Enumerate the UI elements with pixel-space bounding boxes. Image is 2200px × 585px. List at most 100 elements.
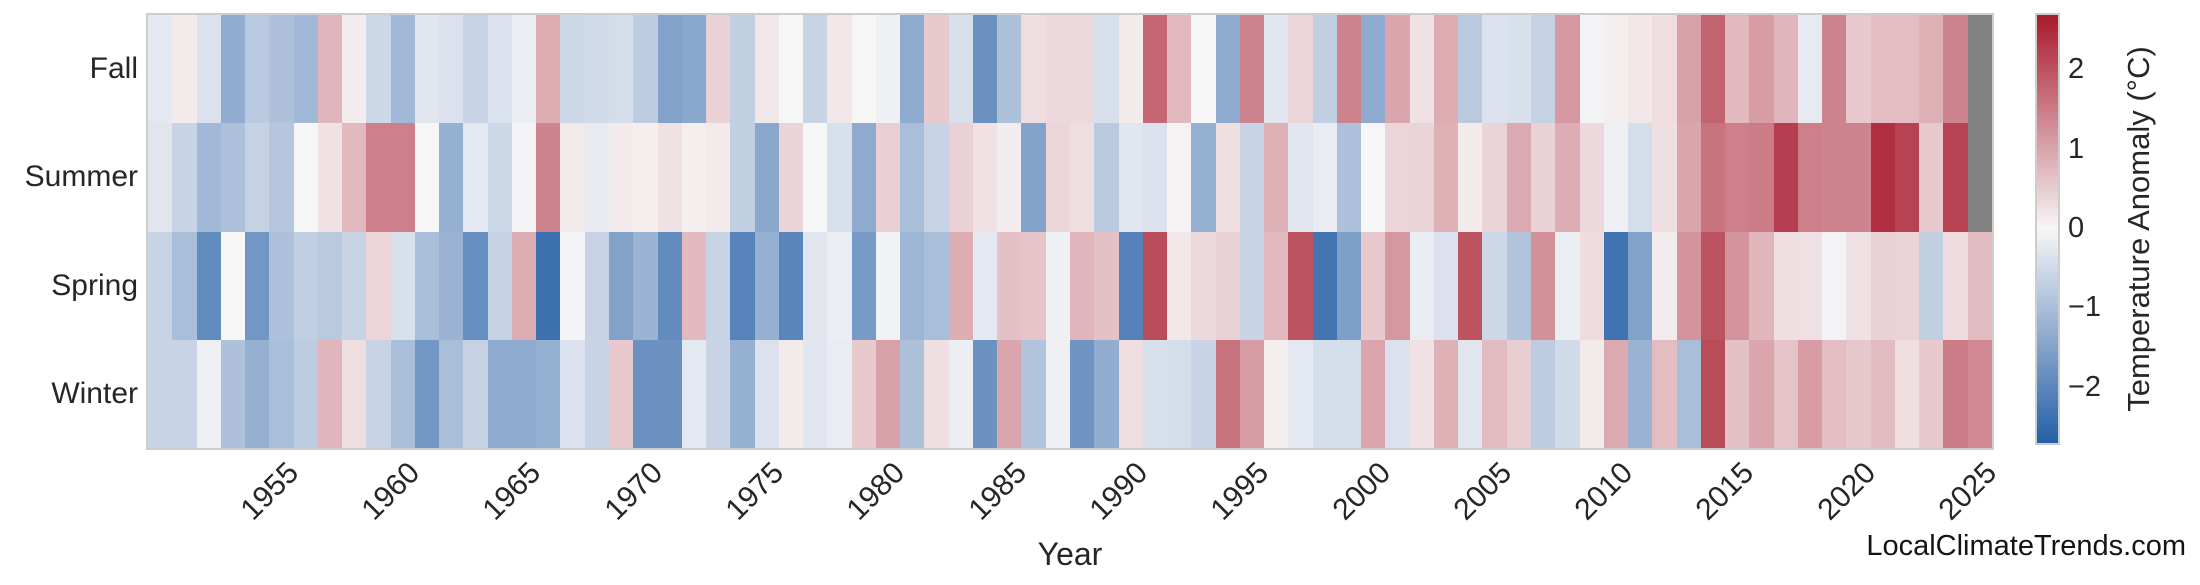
heatmap-cell: [1264, 123, 1289, 232]
heatmap-cell: [778, 123, 804, 232]
heatmap-cell: [1725, 15, 1750, 124]
heatmap-cell: [584, 15, 609, 124]
heatmap-cell: [1579, 339, 1604, 448]
heatmap-cell: [1919, 231, 1944, 340]
heatmap-cell: [220, 15, 246, 124]
heatmap-cell: [1531, 339, 1556, 448]
row-label-spring: Spring: [51, 268, 138, 302]
heatmap-cell: [706, 123, 731, 232]
heatmap-cell: [900, 339, 925, 448]
heatmap-cell: [342, 15, 367, 124]
heatmap-cell: [1773, 339, 1798, 448]
heatmap-cell: [1142, 15, 1168, 124]
heatmap-cell: [1045, 123, 1070, 232]
x-tick-text: 1960: [355, 456, 427, 527]
heatmap-cell: [657, 339, 682, 448]
heatmap-cell: [1555, 231, 1580, 340]
heatmap-cell: [900, 123, 925, 232]
x-tick-text: 2000: [1326, 456, 1397, 527]
heatmap-cell: [681, 339, 707, 448]
heatmap-cell: [560, 231, 585, 340]
heatmap-cell: [1167, 339, 1192, 448]
heatmap-cell: [1215, 15, 1240, 124]
heatmap-cell: [269, 339, 294, 448]
heatmap-cell: [948, 231, 973, 340]
heatmap-cell: [706, 339, 731, 448]
heatmap-cell: [317, 15, 343, 124]
heatmap-cell: [851, 123, 876, 232]
heatmap-cell: [390, 15, 415, 124]
x-tick-text: 1965: [476, 456, 548, 527]
heatmap-cell: [366, 339, 391, 448]
heatmap-cell: [1652, 123, 1677, 232]
heatmap-cell: [1070, 123, 1095, 232]
heatmap-cell: [1919, 123, 1944, 232]
heatmap-cell: [1021, 123, 1046, 232]
heatmap-cell: [293, 15, 318, 124]
heatmap-cell: [1846, 123, 1871, 232]
heatmap-cell: [1749, 15, 1774, 124]
heatmap-cell: [1433, 123, 1459, 232]
heatmap-cell: [754, 231, 779, 340]
heatmap-cell: [1458, 339, 1483, 448]
heatmap-cell: [997, 123, 1022, 232]
x-tick-text: 2010: [1568, 456, 1640, 527]
heatmap-cell: [439, 339, 464, 448]
x-tick-text: 2020: [1811, 456, 1882, 527]
heatmap-cell: [414, 123, 440, 232]
heatmap-cell: [1943, 231, 1968, 340]
heatmap-cell: [293, 231, 318, 340]
heatmap-cell: [1191, 339, 1216, 448]
heatmap-cell: [1822, 231, 1847, 340]
heatmap-cell: [1870, 15, 1895, 124]
heatmap-cell: [633, 339, 658, 448]
heatmap-cell: [609, 123, 634, 232]
heatmap-cell: [754, 15, 779, 124]
heatmap-cell: [1652, 231, 1677, 340]
heatmap-cell: [511, 123, 537, 232]
heatmap-cell: [1385, 123, 1410, 232]
colorbar-title: Temperature Anomaly (°C): [2121, 46, 2156, 412]
colorbar-tick-label: 0: [2068, 211, 2085, 244]
heatmap-cell: [1045, 339, 1070, 448]
heatmap-cell: [1021, 339, 1046, 448]
heatmap-cell: [1288, 123, 1313, 232]
heatmap-cell: [1482, 15, 1507, 124]
heatmap-cell: [148, 123, 173, 232]
heatmap-cell: [1846, 339, 1871, 448]
heatmap-cell: [851, 15, 876, 124]
x-tick-text: 1955: [234, 456, 305, 527]
heatmap-cell: [1070, 339, 1095, 448]
colorbar-tick-label: −1: [2068, 291, 2102, 324]
heatmap-cell: [1045, 231, 1070, 340]
heatmap-cell: [317, 231, 343, 340]
heatmap-cell: [1603, 339, 1629, 448]
heatmap-cell: [1312, 231, 1337, 340]
heatmap-cell: [439, 15, 464, 124]
heatmap-cell: [1603, 15, 1629, 124]
heatmap-cell: [1894, 123, 1920, 232]
heatmap-cell: [1433, 15, 1459, 124]
heatmap-cell: [172, 15, 197, 124]
heatmap-cell: [245, 15, 270, 124]
heatmap-cell: [439, 123, 464, 232]
heatmap-cell: [1700, 339, 1726, 448]
heatmap-cell: [778, 231, 804, 340]
heatmap-cell: [657, 123, 682, 232]
heatmap-cell: [1749, 339, 1774, 448]
heatmap-cell: [1385, 339, 1410, 448]
heatmap-cell: [827, 15, 852, 124]
heatmap-cell: [1118, 15, 1143, 124]
heatmap-cell: [1336, 339, 1362, 448]
heatmap-cell: [1118, 231, 1143, 340]
colorbar-tick-label: 2: [2068, 53, 2085, 86]
heatmap-cell: [1288, 15, 1313, 124]
heatmap-cell: [584, 231, 609, 340]
heatmap-cell: [317, 339, 343, 448]
heatmap-cell: [1361, 123, 1386, 232]
heatmap-cell: [1603, 231, 1629, 340]
heatmap-cell: [972, 15, 998, 124]
heatmap-plot: [146, 13, 1994, 450]
heatmap-cell: [1336, 231, 1362, 340]
heatmap-cell: [366, 15, 391, 124]
